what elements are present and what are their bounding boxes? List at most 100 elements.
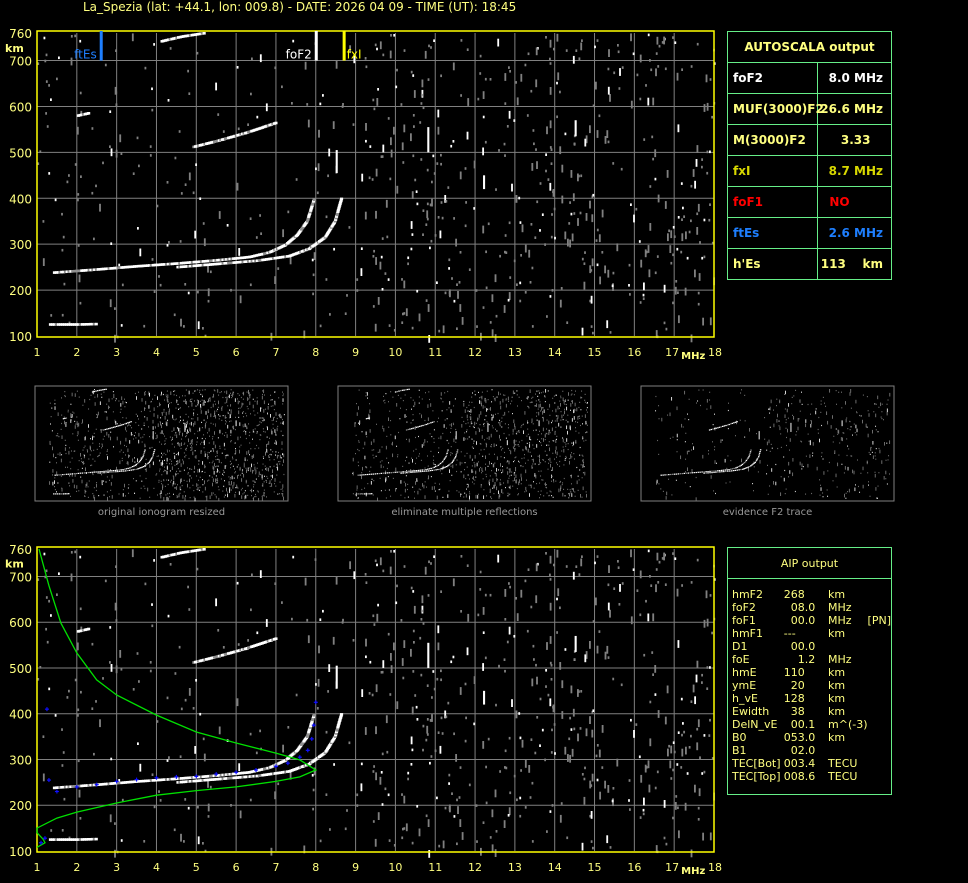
noise-echo: [387, 278, 390, 281]
noise-echo: [568, 392, 569, 396]
echo-o-mode-F2: [89, 268, 93, 272]
noise-echo: [486, 495, 488, 497]
noise-echo: [487, 408, 489, 410]
noise-echo: [69, 447, 71, 449]
noise-echo: [711, 241, 714, 245]
noise-echo: [155, 474, 157, 476]
noise-echo: [369, 660, 372, 664]
noise-echo: [42, 773, 45, 782]
noise-echo: [547, 693, 550, 697]
noise-echo: [500, 405, 502, 410]
noise-echo: [360, 247, 363, 250]
noise-echo: [193, 412, 195, 417]
noise-echo: [200, 408, 202, 410]
noise-echo: [202, 222, 205, 225]
noise-echo: [212, 438, 213, 440]
noise-echo: [426, 202, 429, 206]
noise-echo: [592, 193, 595, 197]
echo-o-mode-F2: [138, 264, 142, 268]
noise-echo: [135, 422, 137, 424]
noise-echo: [164, 485, 166, 487]
noise-echo: [461, 462, 463, 464]
echo-o-mode-F2: [123, 781, 128, 784]
echo-o-mode-F2: [307, 729, 311, 732]
echo-o-mode-F2: [446, 452, 448, 454]
echo-second-hop: [242, 132, 246, 135]
noise-echo: [501, 472, 502, 474]
noise-echo: [176, 470, 177, 472]
y-tick-label: 100: [9, 330, 32, 344]
noise-echo: [401, 142, 404, 151]
noise-echo: [592, 709, 595, 712]
noise-echo: [328, 664, 331, 672]
noise-echo: [258, 471, 260, 476]
noise-echo: [526, 114, 529, 117]
noise-echo: [494, 789, 497, 798]
noise-echo: [202, 396, 203, 398]
echo-E-layer: [70, 838, 74, 841]
noise-echo: [493, 463, 495, 468]
echo-second-hop: [201, 143, 206, 146]
noise-echo: [458, 491, 460, 493]
noise-echo: [180, 707, 183, 711]
noise-echo: [127, 448, 129, 453]
noise-echo: [472, 477, 473, 479]
noise-echo: [197, 430, 199, 432]
echo-o-mode-F2: [194, 260, 198, 264]
noise-echo: [185, 389, 187, 391]
noise-echo: [445, 715, 448, 719]
noise-echo: [237, 393, 239, 395]
noise-echo: [504, 394, 506, 396]
noise-echo: [163, 479, 165, 481]
noise-echo: [256, 401, 258, 405]
noise-echo: [537, 438, 539, 441]
noise-echo: [536, 483, 538, 485]
noise-echo: [695, 674, 698, 683]
noise-echo: [176, 486, 178, 490]
noise-echo: [85, 490, 87, 493]
echo-o-mode-F2: [203, 775, 207, 778]
noise-echo: [239, 449, 240, 454]
noise-echo: [232, 458, 234, 460]
noise-echo: [170, 479, 172, 481]
echo-o-mode-F2: [198, 260, 202, 263]
echo-E-layer: [369, 493, 371, 495]
noise-echo: [158, 455, 160, 457]
noise-echo: [416, 478, 418, 482]
echo-o-mode-F2: [237, 772, 241, 775]
noise-echo: [528, 407, 530, 409]
noise-echo: [291, 102, 293, 105]
noise-echo: [39, 150, 42, 153]
noise-echo: [64, 391, 66, 393]
noise-echo: [80, 110, 83, 114]
noise-echo: [196, 488, 198, 490]
noise-echo: [575, 421, 577, 423]
noise-echo: [448, 291, 451, 294]
noise-echo: [711, 115, 714, 119]
echo-third-hop: [188, 550, 193, 553]
noise-echo: [87, 496, 89, 498]
noise-echo: [560, 480, 562, 483]
noise-echo: [630, 718, 632, 722]
echo-second-hop: [216, 139, 220, 143]
noise-echo: [412, 154, 415, 158]
noise-echo: [500, 479, 501, 481]
plot-frame: [36, 546, 715, 853]
echo-o-mode-F2: [264, 251, 268, 255]
echo-Es-fragment: [85, 112, 89, 115]
noise-echo: [364, 211, 367, 220]
echo-second-hop: [248, 130, 252, 133]
echo-o-mode-F2: [437, 464, 440, 466]
noise-echo: [218, 394, 220, 396]
noise-echo: [495, 473, 497, 477]
noise-echo: [411, 326, 414, 330]
noise-echo: [191, 445, 192, 447]
noise-echo: [583, 262, 586, 265]
echo-o-mode-F2: [189, 776, 193, 779]
x-axis-unit: MHz: [681, 866, 705, 877]
noise-echo: [70, 35, 73, 38]
noise-echo: [231, 481, 232, 485]
noise-echo: [535, 400, 537, 402]
noise-echo: [490, 445, 492, 447]
noise-echo: [551, 213, 553, 216]
